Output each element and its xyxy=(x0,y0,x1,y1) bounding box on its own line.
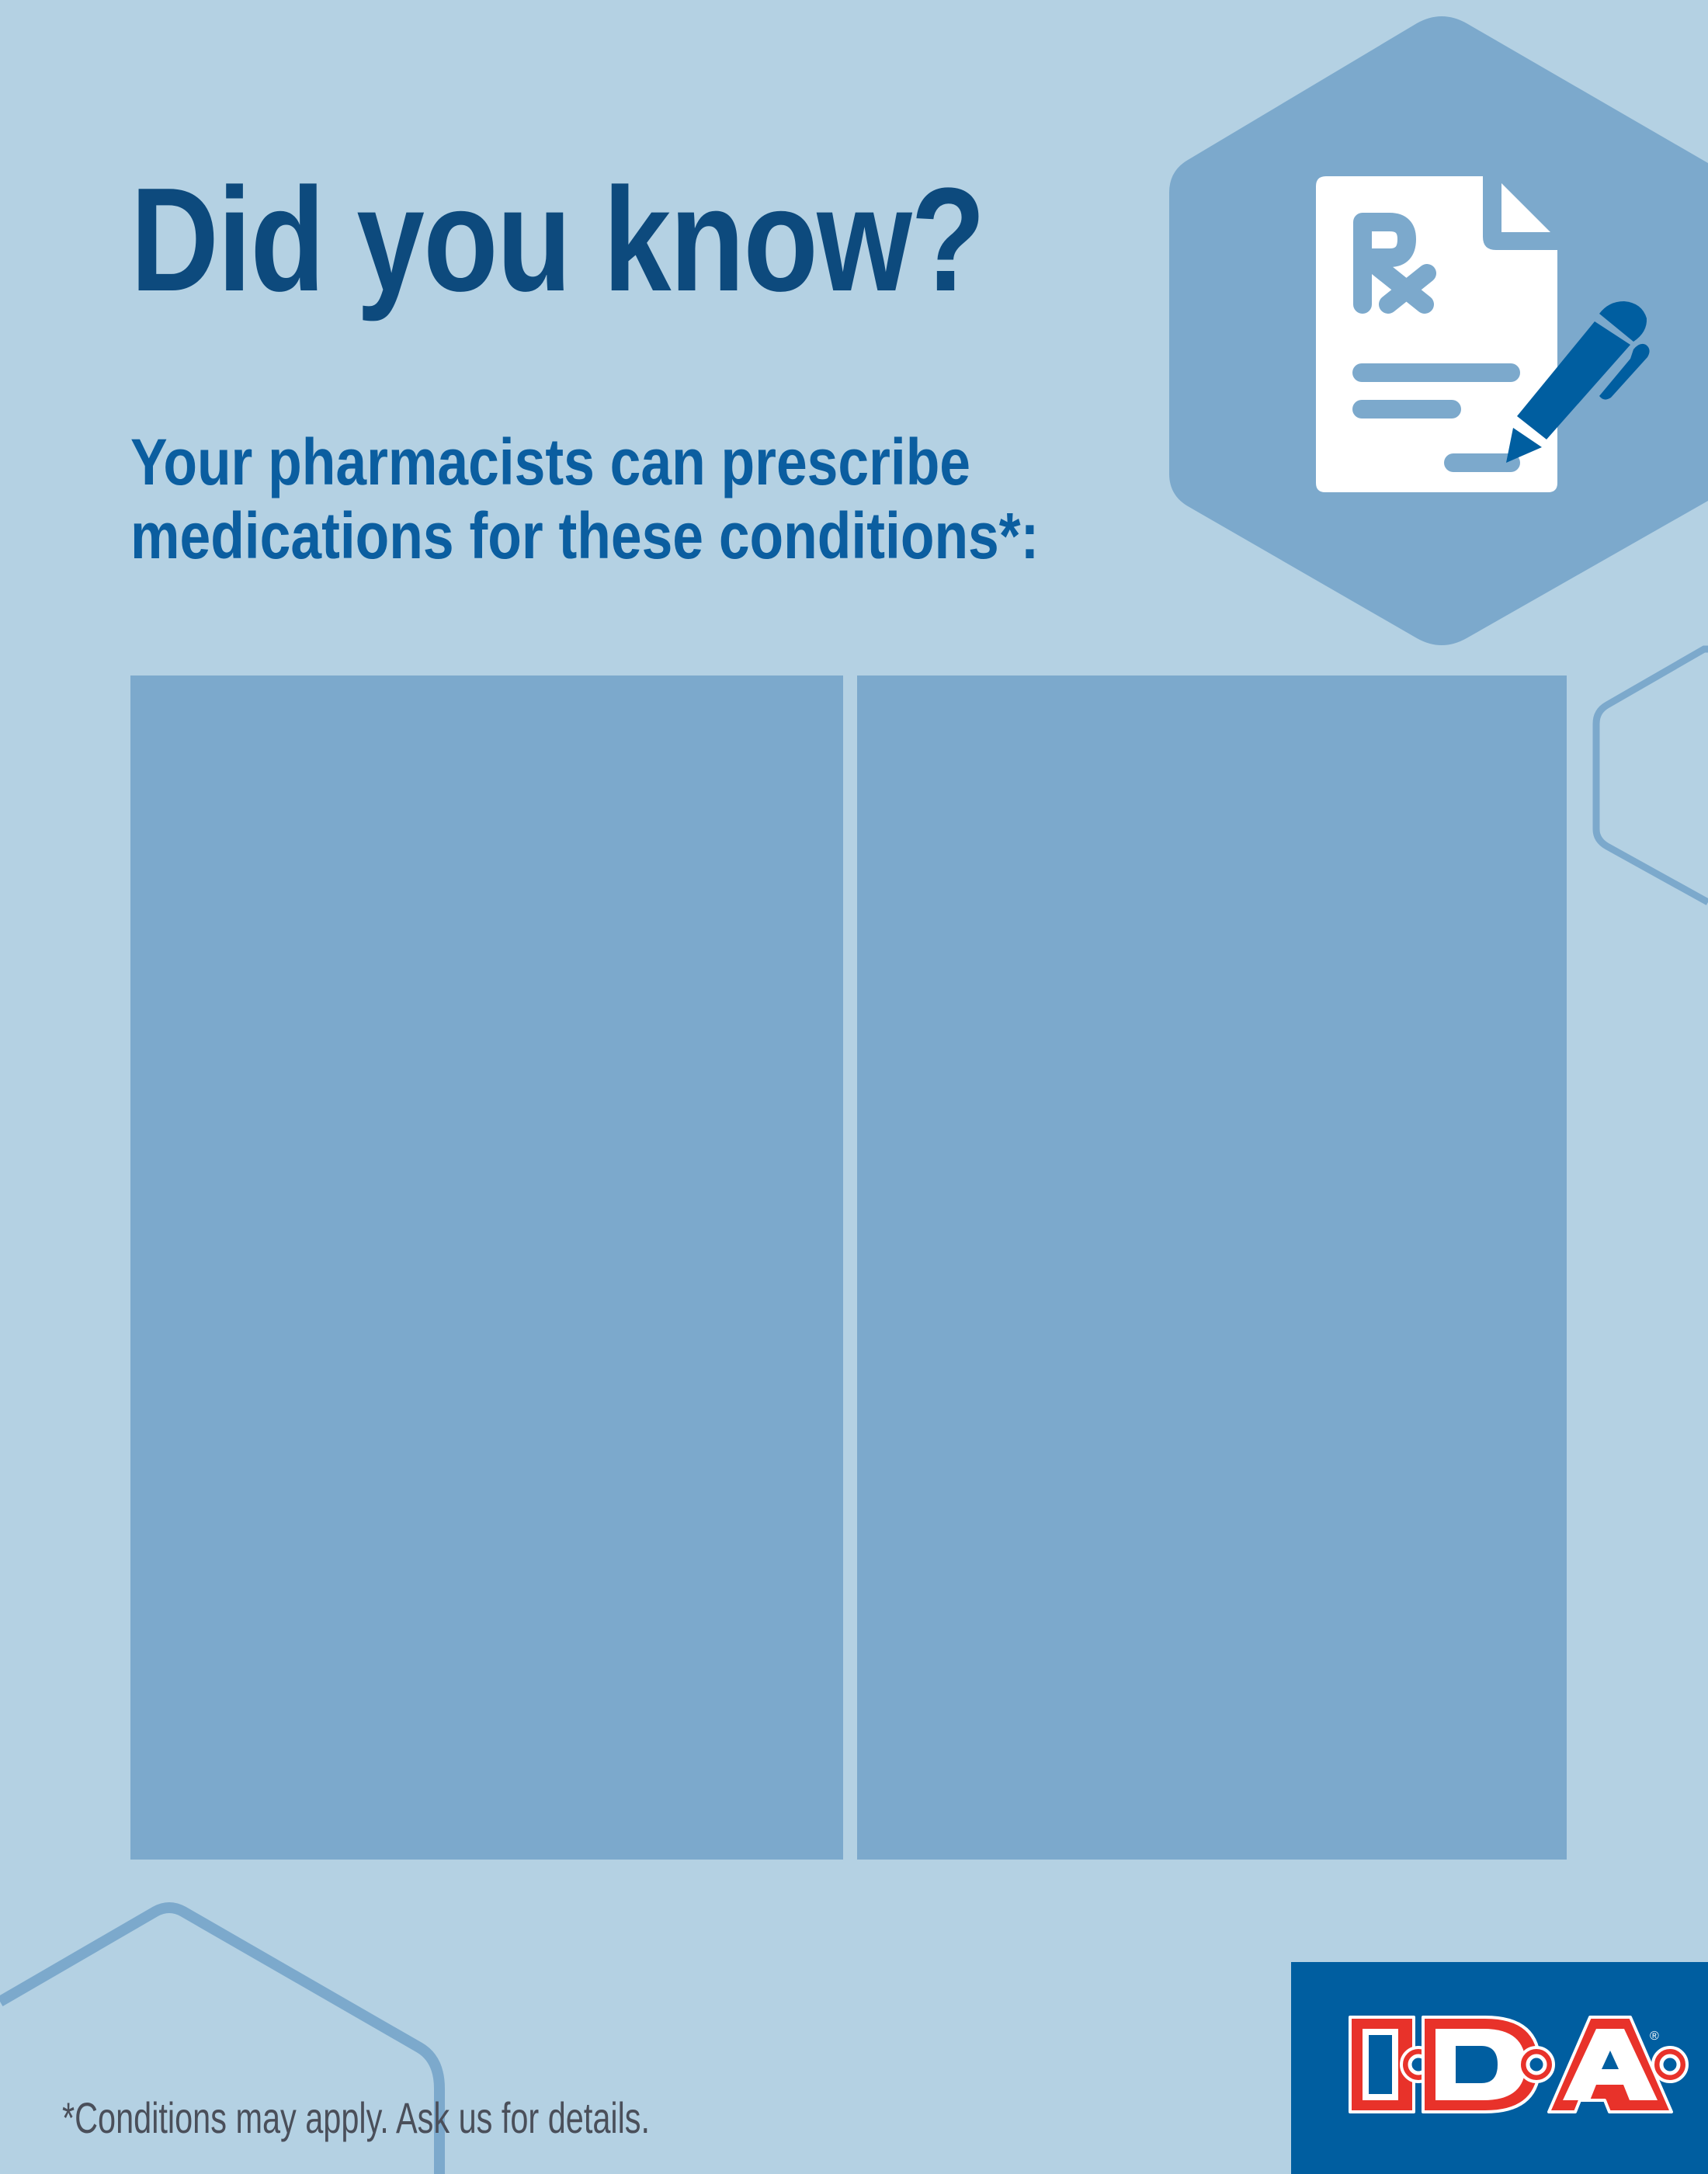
subtitle: Your pharmacists can prescribe medicatio… xyxy=(130,425,1039,573)
footnote: *Conditions may apply. Ask us for detail… xyxy=(62,2093,651,2142)
ida-logo: ® xyxy=(1291,1962,1708,2174)
registered-mark: ® xyxy=(1650,2030,1659,2043)
left-panel xyxy=(130,675,843,1860)
ida-logo-mark: ® xyxy=(1349,2016,1689,2113)
subtitle-line-2: medications for these conditions*: xyxy=(130,499,1040,572)
prescription-document-icon xyxy=(1316,176,1557,492)
page-title: Did you know? xyxy=(130,158,985,322)
subtitle-line-1: Your pharmacists can prescribe xyxy=(130,425,971,498)
right-panel xyxy=(857,675,1567,1860)
rx-symbol-icon xyxy=(1353,213,1436,314)
hexagon-outline-bottom xyxy=(0,1902,445,2174)
pen-icon xyxy=(1506,301,1650,463)
hexagon-outline-right xyxy=(1592,645,1708,905)
